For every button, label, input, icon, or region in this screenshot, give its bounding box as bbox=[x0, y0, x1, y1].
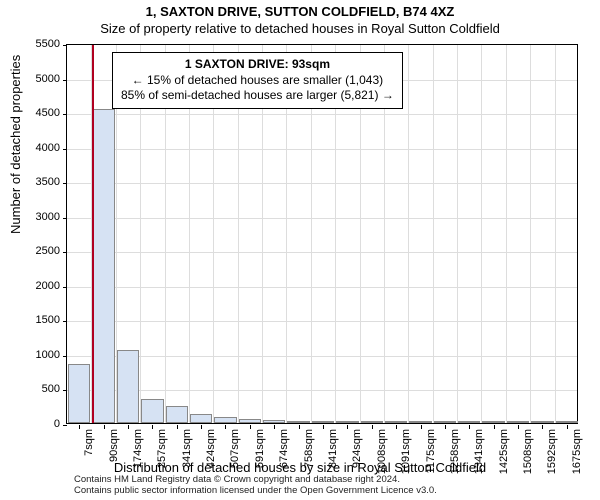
page-title: 1, SAXTON DRIVE, SUTTON COLDFIELD, B74 4… bbox=[0, 0, 600, 19]
bar bbox=[556, 421, 578, 423]
info-line-1: 1 SAXTON DRIVE: 93sqm bbox=[121, 57, 394, 73]
y-tick-label: 1000 bbox=[20, 349, 60, 361]
bar bbox=[166, 406, 188, 423]
chart-area: 7sqm90sqm174sqm257sqm341sqm424sqm507sqm5… bbox=[66, 44, 578, 424]
bar bbox=[190, 414, 212, 423]
page-subtitle: Size of property relative to detached ho… bbox=[0, 19, 600, 38]
x-tick-label: 7sqm bbox=[83, 429, 95, 456]
y-tick-label: 3500 bbox=[20, 176, 60, 188]
bar bbox=[312, 421, 334, 423]
bar bbox=[507, 421, 529, 423]
y-tick-label: 5500 bbox=[20, 38, 60, 50]
y-tick-label: 1500 bbox=[20, 314, 60, 326]
bar bbox=[263, 420, 285, 423]
bar bbox=[361, 421, 383, 423]
property-marker-line bbox=[92, 45, 94, 423]
info-line-3: 85% of semi-detached houses are larger (… bbox=[121, 88, 394, 104]
bar bbox=[141, 399, 163, 423]
info-line-2: ← 15% of detached houses are smaller (1,… bbox=[121, 73, 394, 89]
bar bbox=[92, 109, 114, 423]
y-tick-label: 500 bbox=[20, 383, 60, 395]
footer-line-2: Contains public sector information licen… bbox=[74, 486, 584, 497]
bar bbox=[458, 421, 480, 423]
bar bbox=[531, 421, 553, 423]
bar bbox=[239, 419, 261, 423]
x-tick-label: 90sqm bbox=[108, 429, 120, 462]
y-tick-label: 3000 bbox=[20, 211, 60, 223]
y-tick-label: 2000 bbox=[20, 280, 60, 292]
y-tick-label: 2500 bbox=[20, 245, 60, 257]
bar bbox=[287, 421, 309, 423]
bar bbox=[117, 350, 139, 423]
y-tick-label: 5000 bbox=[20, 73, 60, 85]
y-tick-label: 0 bbox=[20, 418, 60, 430]
bar bbox=[68, 364, 90, 423]
y-tick-label: 4000 bbox=[20, 142, 60, 154]
y-tick-label: 4500 bbox=[20, 107, 60, 119]
bar bbox=[482, 421, 504, 423]
info-box: 1 SAXTON DRIVE: 93sqm ← 15% of detached … bbox=[112, 52, 403, 109]
bar bbox=[434, 421, 456, 423]
bar bbox=[385, 421, 407, 423]
bar bbox=[409, 421, 431, 423]
bar bbox=[214, 417, 236, 423]
bar bbox=[336, 421, 358, 423]
x-axis-label: Distribution of detached houses by size … bbox=[0, 460, 600, 475]
